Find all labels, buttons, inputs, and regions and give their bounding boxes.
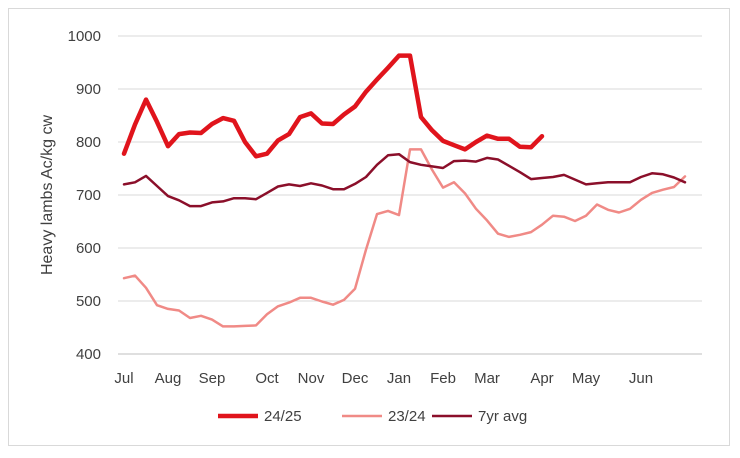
y-tick-label: 600 (76, 240, 101, 257)
x-tick-label: Apr (530, 370, 553, 387)
legend: 24/25 23/24 7yr avg (218, 408, 527, 425)
y-tick-label: 1000 (68, 28, 101, 45)
x-tick-label: May (572, 370, 601, 387)
x-tick-label: Jan (387, 370, 411, 387)
series-line-24-25 (121, 53, 545, 159)
x-tick-label: Mar (474, 370, 500, 387)
y-tick-label: 800 (76, 134, 101, 151)
y-tick-label: 500 (76, 293, 101, 310)
y-axis-ticks: 400 500 600 700 800 900 1000 (68, 28, 101, 363)
legend-label: 23/24 (388, 408, 426, 425)
legend-label: 24/25 (264, 408, 302, 425)
x-tick-label: Oct (255, 370, 279, 387)
gridlines (118, 35, 702, 302)
x-tick-label: Feb (430, 370, 456, 387)
y-tick-label: 400 (76, 346, 101, 363)
y-tick-label: 900 (76, 81, 101, 98)
series-line-23-24 (122, 148, 687, 328)
y-tick-label: 700 (76, 187, 101, 204)
series-line-7yr-avg (122, 152, 687, 208)
x-tick-label: Dec (342, 370, 369, 387)
x-axis-ticks: Jul Aug Sep Oct Nov Dec Jan Feb Mar Apr May Jun (114, 370, 653, 387)
y-axis-label: Heavy lambs Ac/kg cw (39, 115, 56, 276)
x-tick-label: Sep (199, 370, 226, 387)
x-tick-label: Jun (629, 370, 653, 387)
chart-frame (8, 8, 730, 446)
series-lines (121, 53, 687, 328)
legend-label: 7yr avg (478, 408, 527, 425)
x-tick-label: Aug (155, 370, 182, 387)
x-tick-label: Jul (114, 370, 133, 387)
x-tick-label: Nov (298, 370, 325, 387)
